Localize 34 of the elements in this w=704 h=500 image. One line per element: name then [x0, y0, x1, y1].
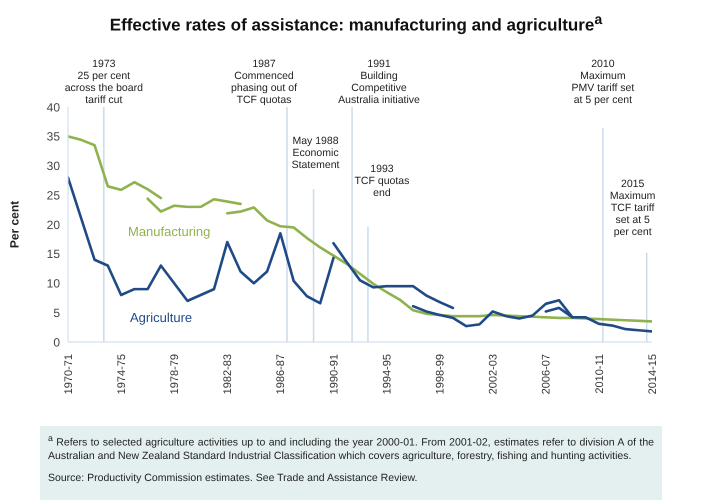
y-tick-label: 10	[46, 276, 60, 291]
annotation: May 1988 Economic Statement	[292, 135, 340, 171]
y-axis-title: Per cent	[7, 200, 22, 248]
x-tick-label: 1970-71	[62, 354, 75, 394]
text: Manufacturing	[128, 224, 210, 239]
y-tick-label: 5	[53, 306, 60, 320]
series-label: Agriculture	[130, 310, 192, 325]
source-note: Source: Productivity Commission estimates. See Trade and Assistance Review.	[48, 472, 418, 484]
y-tick-label: 15	[46, 247, 60, 262]
x-tick-label: 1978-79	[169, 354, 182, 394]
text: 2010 Maximum PMV tariff set at 5 per cent	[571, 58, 634, 106]
x-tick-label: 1982-83	[222, 354, 234, 394]
y-tick-label: 25	[46, 188, 60, 202]
y-tick-label: 30	[46, 159, 60, 174]
text: 1991 Building Competitive Australia initiative	[338, 58, 420, 106]
text: 1973 25 per cent across the board tariff cut	[64, 58, 143, 106]
text: $^{a}$ Refers to selected agriculture activities up to and including the year 2000-01. From 2001-02, estimates refer to division A of the Australian and New Zealand Standard Industrial Classification which covers agriculture, forestry, fishing and hunting activities.	[48, 432, 654, 462]
text: 1987 Commenced phasing out of TCF quotas	[231, 58, 297, 106]
x-tick-label: 1994-95	[381, 354, 394, 394]
annotation: 2015 Maximum TCF tariff set at 5 per cent	[610, 178, 656, 238]
x-tick-label: 1998-99	[434, 354, 446, 394]
x-tick-label: 1986-87	[275, 354, 288, 394]
x-tick-label: 1990-91	[328, 354, 340, 394]
y-tick-label: 40	[46, 100, 60, 114]
y-tick-label: 20	[46, 218, 60, 232]
x-tick-label: 2006-07	[540, 354, 553, 394]
annotation: 1993 TCF quotas end	[354, 163, 410, 199]
x-tick-label: 2014-15	[646, 354, 659, 394]
x-tick-label: 2010-11	[594, 354, 606, 394]
y-tick-label: 0	[53, 335, 60, 350]
chart-title: Effective rates of assistance: manufacturing and agriculture$^{a}$	[108, 12, 604, 36]
y-tick-label: 35	[46, 130, 60, 144]
x-tick-label: 2002-03	[488, 354, 500, 394]
x-tick-label: 1974-75	[116, 354, 128, 394]
